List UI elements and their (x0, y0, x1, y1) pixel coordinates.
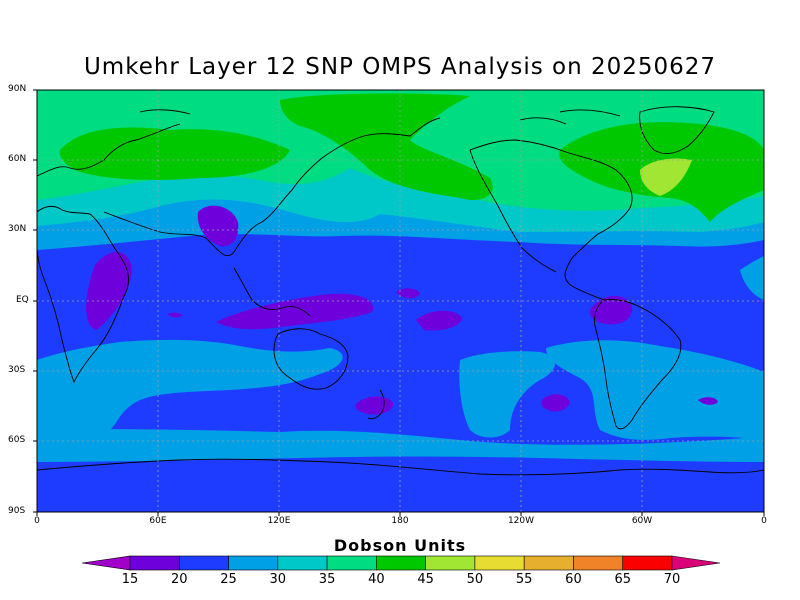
coast-samerica (593, 299, 682, 430)
lon-label-0-end: 0 (761, 516, 767, 526)
coast-namerica-west (469, 149, 557, 273)
colorbar-label: 25 (220, 572, 237, 587)
ozone-field (37, 90, 764, 512)
coast-namerica (469, 139, 633, 301)
band-20-africa (86, 252, 132, 330)
grid-lines (37, 90, 764, 512)
lat-label-90n: 90N (8, 84, 27, 94)
band-20-maritime (216, 293, 374, 330)
lon-label-120e: 120E (267, 516, 291, 526)
colorbar-label: 70 (663, 572, 681, 587)
coast-greenland (639, 106, 715, 154)
coast-asia (103, 117, 441, 257)
colorbar-label: 50 (466, 572, 484, 587)
band-30-west-edge (37, 370, 60, 432)
coast-arctic (139, 109, 621, 125)
lon-label-120w: 120W (507, 516, 535, 526)
coast-australia (273, 328, 349, 390)
colorbar-label: 60 (565, 572, 582, 587)
coast-nz (367, 389, 385, 420)
lat-label-30n: 30N (8, 224, 27, 234)
band-30-south-atlantic (546, 340, 764, 440)
lat-label-60s: 60S (8, 435, 26, 445)
colorbar-box (523, 555, 574, 571)
coastlines (37, 106, 764, 476)
band-30-south-pacific (459, 351, 555, 438)
colorbar-box (178, 555, 229, 571)
lat-label-eq: EQ (16, 295, 29, 305)
colorbar-box (326, 555, 377, 571)
map-title: Umkehr Layer 12 SNP OMPS Analysis on 202… (83, 54, 717, 80)
band-45-eurasia (59, 127, 290, 180)
colorbar-box (129, 555, 180, 571)
colorbar-box (622, 555, 673, 571)
colorbar-title: Dobson Units (333, 536, 467, 555)
band-20-small (168, 312, 182, 318)
colorbar-label: 45 (417, 572, 434, 587)
coast-seasia (233, 267, 311, 317)
colorbar-box (376, 555, 426, 571)
colorbar-box (474, 555, 525, 571)
band-20-pacific-a (416, 310, 462, 331)
colorbar-arrow-high (671, 555, 721, 571)
lon-label-60e: 60E (149, 516, 167, 526)
coast-antarctica (37, 458, 764, 476)
colorbar-box (228, 555, 279, 571)
lon-label-180: 180 (391, 516, 409, 526)
lat-label-30s: 30S (8, 365, 26, 375)
band-30-east-edge (740, 256, 764, 300)
colorbar-arrow-low (81, 555, 131, 571)
colorbar-box (277, 555, 328, 571)
lon-label-0: 0 (34, 516, 40, 526)
colorbar-label: 20 (170, 572, 188, 587)
colorbar-label: 15 (121, 572, 139, 587)
band-20-satlantic (698, 397, 718, 405)
axis-ticks (33, 89, 765, 516)
colorbar-label: 55 (515, 572, 533, 587)
band-30-south-belt (37, 429, 764, 462)
colorbar (81, 555, 721, 571)
colorbar-label: 40 (368, 572, 385, 587)
band-20-pacific-b (396, 288, 420, 299)
coast-africa (37, 205, 129, 384)
band-45-pacific (280, 93, 493, 200)
band-50-patch (640, 158, 692, 196)
lon-label-60w: 60W (631, 516, 653, 526)
band-20-spacific (541, 394, 570, 412)
lat-label-60n: 60N (8, 154, 27, 164)
colorbar-label: 30 (269, 572, 287, 587)
colorbar-label: 35 (318, 572, 336, 587)
lat-label-90s: 90S (8, 506, 26, 516)
colorbar-box (425, 555, 476, 571)
colorbar-box (573, 555, 624, 571)
band-30-south-indian (37, 339, 343, 440)
band-20-india (197, 205, 239, 247)
colorbar-label: 65 (614, 572, 631, 587)
